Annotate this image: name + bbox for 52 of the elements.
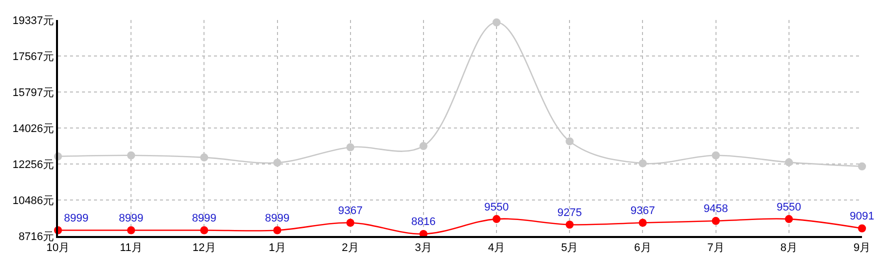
data-label: 8999 — [192, 212, 216, 224]
point — [712, 151, 720, 160]
point — [200, 153, 208, 162]
data-label: 9550 — [484, 201, 509, 214]
data-label: 8999 — [118, 212, 144, 224]
point — [200, 226, 208, 234]
point — [784, 158, 793, 166]
point — [492, 215, 501, 224]
data-label: 8816 — [411, 216, 436, 228]
x-tick-label: 12月 — [192, 242, 216, 254]
point — [566, 220, 574, 229]
x-tick-label: 2月 — [342, 242, 359, 254]
x-tick-label: 5月 — [561, 242, 578, 254]
point — [492, 18, 501, 26]
data-label: 9458 — [704, 203, 728, 216]
point — [858, 224, 866, 232]
point — [784, 215, 793, 224]
point — [638, 218, 647, 227]
x-tick-label: 9月 — [853, 242, 871, 254]
y-tick-label: 17567元 — [12, 50, 54, 63]
x-tick-label: 11月 — [120, 242, 142, 254]
data-label: 9550 — [776, 201, 802, 214]
point — [127, 226, 136, 234]
x-tick-label: 1月 — [268, 242, 286, 254]
y-tick-label: 10486元 — [12, 194, 54, 207]
data-label: 8999 — [64, 212, 88, 224]
x-tick-label: 6月 — [634, 242, 652, 254]
y-tick-label: 19337元 — [12, 14, 54, 27]
data-label: 9367 — [630, 205, 655, 218]
y-tick-label: 15797元 — [12, 86, 54, 99]
point — [273, 226, 282, 234]
y-tick-label: 8716元 — [18, 230, 54, 243]
data-label: 8999 — [265, 212, 290, 224]
y-tick-label: 12256元 — [12, 158, 54, 171]
point — [638, 159, 647, 168]
point — [858, 162, 866, 170]
y-tick-label: 14026元 — [12, 122, 54, 135]
x-tick-label: 10月 — [46, 242, 70, 254]
x-tick-label: 8月 — [780, 242, 798, 254]
point — [127, 151, 136, 160]
point — [346, 218, 354, 227]
data-label: 9091 — [850, 210, 874, 223]
point — [566, 137, 574, 146]
x-tick-label: 4月 — [488, 242, 506, 254]
data-label: 9275 — [557, 206, 582, 219]
point — [346, 143, 354, 152]
point — [419, 142, 428, 150]
point — [712, 216, 720, 225]
data-label: 9367 — [338, 205, 363, 218]
x-tick-label: 3月 — [414, 242, 432, 254]
x-tick-label: 7月 — [707, 242, 724, 254]
point — [273, 158, 282, 167]
